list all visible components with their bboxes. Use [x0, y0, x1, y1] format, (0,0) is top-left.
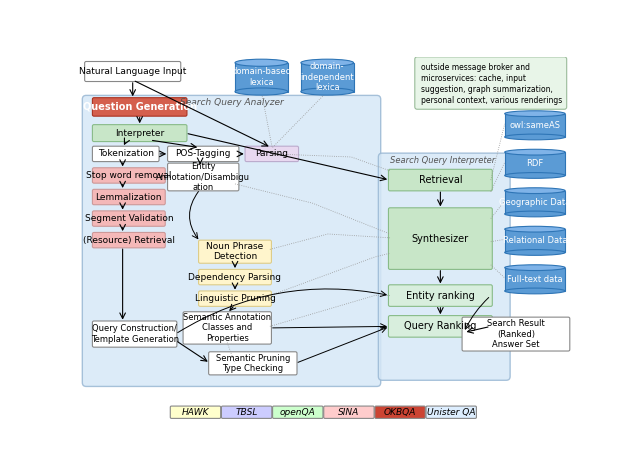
Bar: [301, 63, 353, 91]
Ellipse shape: [505, 265, 565, 271]
FancyBboxPatch shape: [83, 95, 381, 386]
Ellipse shape: [505, 149, 565, 155]
Text: Linguistic Pruning: Linguistic Pruning: [195, 294, 275, 303]
Text: Synthesizer: Synthesizer: [412, 234, 469, 244]
Ellipse shape: [505, 173, 565, 178]
Text: Full-text data: Full-text data: [507, 275, 563, 284]
Bar: [235, 63, 288, 91]
Text: Noun Phrase
Detection: Noun Phrase Detection: [206, 242, 264, 261]
FancyBboxPatch shape: [375, 406, 425, 419]
Text: Semantic Pruning
Type Checking: Semantic Pruning Type Checking: [216, 354, 290, 373]
FancyBboxPatch shape: [92, 146, 159, 162]
Text: outside message broker and
microservices: cache, input
suggestion, graph summari: outside message broker and microservices…: [421, 63, 563, 105]
FancyBboxPatch shape: [168, 163, 239, 191]
FancyBboxPatch shape: [92, 98, 187, 116]
Text: Natural Language Input: Natural Language Input: [79, 67, 186, 76]
Text: openQA: openQA: [280, 408, 316, 417]
FancyBboxPatch shape: [462, 317, 570, 351]
Ellipse shape: [505, 188, 565, 193]
Text: Geographic Data: Geographic Data: [499, 198, 570, 207]
Text: Query Construction/
Template Generation: Query Construction/ Template Generation: [91, 324, 179, 344]
FancyBboxPatch shape: [92, 168, 165, 183]
Text: POS-Tagging: POS-Tagging: [175, 149, 231, 158]
Ellipse shape: [505, 250, 565, 255]
Ellipse shape: [301, 88, 353, 95]
FancyBboxPatch shape: [198, 269, 271, 285]
Ellipse shape: [235, 88, 288, 95]
Bar: [505, 191, 565, 214]
Text: Relational Data: Relational Data: [502, 237, 567, 246]
FancyBboxPatch shape: [92, 321, 177, 347]
Bar: [505, 268, 565, 291]
Text: Semantic Annotation
Classes and
Properties: Semantic Annotation Classes and Properti…: [183, 313, 271, 343]
FancyBboxPatch shape: [198, 291, 271, 306]
FancyBboxPatch shape: [92, 211, 165, 226]
Ellipse shape: [505, 288, 565, 294]
Text: HAWK: HAWK: [182, 408, 209, 417]
FancyBboxPatch shape: [183, 312, 271, 344]
Text: Question Generation: Question Generation: [83, 102, 196, 112]
FancyBboxPatch shape: [92, 232, 165, 248]
FancyBboxPatch shape: [273, 406, 323, 419]
Text: TBSL: TBSL: [236, 408, 258, 417]
Text: Interpreter: Interpreter: [115, 128, 164, 137]
FancyBboxPatch shape: [209, 352, 297, 375]
Text: Unister QA: Unister QA: [427, 408, 476, 417]
FancyBboxPatch shape: [92, 189, 165, 205]
Text: Entity
Annotation/Disambigu
ation: Entity Annotation/Disambigu ation: [156, 162, 250, 192]
Ellipse shape: [505, 134, 565, 140]
Text: Search Result
(Ranked)
Answer Set: Search Result (Ranked) Answer Set: [487, 319, 545, 349]
Text: Search Query Analyzer: Search Query Analyzer: [180, 99, 284, 108]
Text: domain-based
lexica: domain-based lexica: [231, 67, 291, 87]
Text: Lemmalization: Lemmalization: [95, 192, 162, 201]
FancyBboxPatch shape: [388, 316, 492, 337]
Text: SINA: SINA: [339, 408, 360, 417]
Text: OKBQA: OKBQA: [384, 408, 416, 417]
Bar: [505, 229, 565, 253]
FancyBboxPatch shape: [245, 146, 298, 162]
FancyBboxPatch shape: [388, 169, 492, 191]
FancyBboxPatch shape: [378, 153, 510, 380]
Bar: [505, 152, 565, 175]
FancyBboxPatch shape: [170, 406, 221, 419]
Ellipse shape: [505, 226, 565, 232]
FancyBboxPatch shape: [198, 240, 271, 263]
Ellipse shape: [505, 211, 565, 217]
FancyBboxPatch shape: [221, 406, 272, 419]
Ellipse shape: [301, 59, 353, 66]
FancyBboxPatch shape: [324, 406, 374, 419]
Text: Retrieval: Retrieval: [419, 175, 462, 185]
Text: Search Query Interpreter: Search Query Interpreter: [390, 156, 495, 165]
Text: domain-
independent
lexica: domain- independent lexica: [300, 62, 354, 92]
Ellipse shape: [505, 111, 565, 117]
Text: (Resource) Retrieval: (Resource) Retrieval: [83, 236, 175, 245]
Text: Tokenization: Tokenization: [98, 149, 154, 158]
FancyBboxPatch shape: [388, 285, 492, 306]
Text: Query Ranking: Query Ranking: [404, 321, 477, 331]
FancyBboxPatch shape: [415, 57, 566, 109]
Bar: [505, 114, 565, 137]
Text: RDF: RDF: [526, 159, 543, 168]
Ellipse shape: [235, 59, 288, 66]
FancyBboxPatch shape: [84, 62, 180, 82]
FancyBboxPatch shape: [388, 208, 492, 269]
Text: owl:sameAS: owl:sameAS: [509, 121, 561, 130]
FancyBboxPatch shape: [426, 406, 476, 419]
Text: Segment Validation: Segment Validation: [84, 214, 173, 223]
Text: Entity ranking: Entity ranking: [406, 291, 475, 301]
FancyBboxPatch shape: [92, 125, 187, 142]
Text: Stop word removal: Stop word removal: [86, 171, 172, 180]
Text: Parsing: Parsing: [255, 149, 288, 158]
Text: Dependency Parsing: Dependency Parsing: [189, 273, 282, 282]
FancyBboxPatch shape: [168, 146, 239, 162]
